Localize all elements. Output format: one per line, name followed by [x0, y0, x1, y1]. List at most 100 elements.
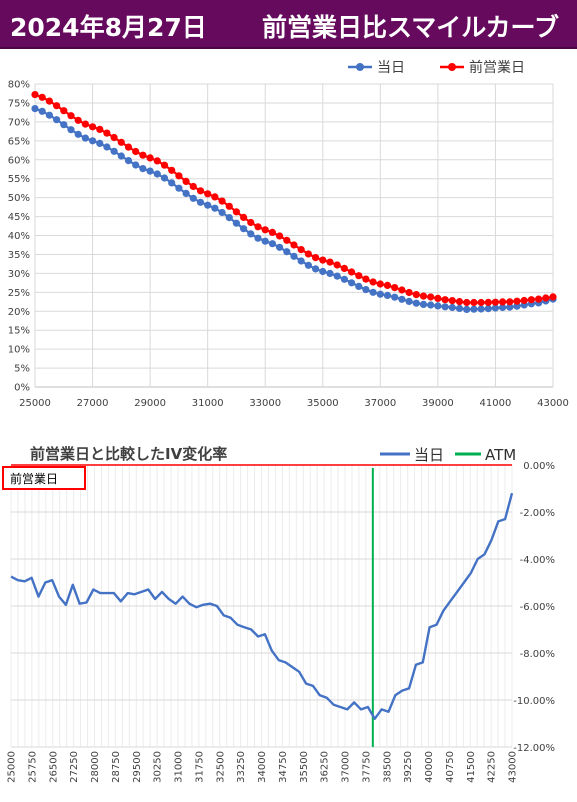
- series-point: [240, 225, 248, 233]
- series-point: [362, 275, 370, 283]
- header-date: 2024年8月27日: [10, 13, 207, 42]
- x-tick-label: 34000: [257, 751, 268, 783]
- series-point: [477, 298, 485, 307]
- series-point: [103, 129, 111, 137]
- y-tick-label: 35%: [8, 250, 30, 261]
- series-point: [196, 187, 205, 195]
- x-tick-label: 31750: [194, 751, 205, 783]
- series-point: [276, 243, 284, 251]
- series-point: [283, 236, 291, 244]
- series-point: [124, 157, 133, 165]
- series-point: [182, 189, 190, 197]
- series-point: [31, 105, 39, 113]
- y-tick-label: -4.00%: [520, 555, 555, 566]
- series-point: [290, 241, 298, 249]
- series-point: [261, 237, 269, 245]
- series-point: [333, 272, 341, 280]
- series-point: [398, 295, 406, 303]
- series-point: [455, 298, 464, 306]
- legend-label: 当日: [377, 60, 405, 76]
- series-point: [232, 219, 240, 227]
- series-point: [376, 280, 384, 288]
- y-tick-label: 45%: [8, 212, 30, 223]
- series-point: [549, 293, 557, 301]
- x-tick-label: 41000: [480, 398, 512, 409]
- iv-change-chart: 0.00% -2.00% -4.00% -6.00% -8.00% -10.00% -12.…: [2, 445, 555, 783]
- series-point: [254, 223, 262, 231]
- y-tick-label: 75%: [8, 98, 30, 109]
- series-point: [412, 299, 420, 307]
- series-point: [499, 298, 507, 306]
- x-tick-label: 26500: [48, 751, 59, 783]
- series-point: [45, 97, 54, 105]
- y-tick-label: 20%: [8, 307, 30, 318]
- series-point: [463, 298, 471, 307]
- series-point: [448, 303, 456, 312]
- series-point: [117, 138, 125, 146]
- series-point: [362, 286, 370, 294]
- x-tick-label: 32500: [215, 751, 226, 783]
- series-point: [405, 288, 413, 297]
- y-tick-label: 80%: [8, 80, 30, 91]
- series-point: [340, 264, 348, 272]
- series-point: [110, 147, 118, 155]
- series-point: [348, 268, 356, 276]
- x-tick-label: 33250: [236, 751, 247, 783]
- series-point: [139, 151, 147, 159]
- x-tick-label: 27000: [77, 398, 109, 409]
- series-point: [455, 304, 464, 312]
- series-point: [506, 303, 514, 311]
- y-tick-label: -8.00%: [520, 649, 555, 660]
- x-tick-label: 41500: [466, 751, 477, 783]
- series-point: [419, 300, 428, 308]
- series-point: [168, 166, 176, 174]
- series-point: [218, 208, 226, 217]
- series-point: [441, 296, 449, 304]
- series-point: [103, 143, 111, 151]
- series-point: [153, 157, 161, 165]
- x-tick-label: 43000: [508, 751, 519, 783]
- series-point: [477, 305, 485, 313]
- series-point: [506, 298, 514, 306]
- series-point: [53, 102, 61, 110]
- series-point: [499, 303, 507, 312]
- series-point: [513, 302, 521, 310]
- chart-title: 前営業日と比較したIV変化率: [30, 445, 227, 463]
- series-point: [470, 298, 478, 307]
- series-point: [391, 293, 399, 301]
- y-tick-label: 60%: [8, 155, 30, 166]
- series-point: [383, 281, 392, 289]
- series-point: [355, 272, 363, 280]
- x-tick-label: 31000: [174, 751, 185, 783]
- x-tick-label: 39000: [422, 398, 454, 409]
- series-point: [60, 107, 68, 115]
- series-point: [434, 294, 442, 302]
- series-point: [240, 213, 248, 221]
- series-point: [297, 246, 305, 254]
- series-point: [110, 133, 118, 142]
- legend-label: ATM: [485, 446, 516, 464]
- x-tick-label: 35000: [307, 398, 339, 409]
- y-tick-label: 15%: [8, 326, 30, 337]
- series-point: [542, 294, 550, 302]
- series-point: [268, 228, 276, 236]
- series-point: [484, 305, 492, 313]
- series-point: [189, 182, 197, 191]
- series-point: [319, 267, 327, 276]
- series-point: [491, 304, 499, 312]
- series-point: [261, 226, 269, 234]
- series-point: [268, 240, 276, 248]
- series-point: [470, 305, 478, 313]
- series-point: [484, 298, 492, 306]
- y-tick-label: 5%: [14, 364, 30, 375]
- x-tick-label: 33000: [249, 398, 281, 409]
- y-tick-label: -6.00%: [520, 602, 555, 613]
- series-point: [153, 170, 161, 178]
- x-tick-label: 37000: [341, 751, 352, 783]
- x-tick-label: 31000: [192, 398, 224, 409]
- x-tick-label: 35500: [299, 751, 310, 783]
- series-point: [326, 258, 334, 266]
- series-point: [168, 179, 176, 187]
- series-point: [247, 230, 255, 238]
- series-point: [520, 296, 528, 305]
